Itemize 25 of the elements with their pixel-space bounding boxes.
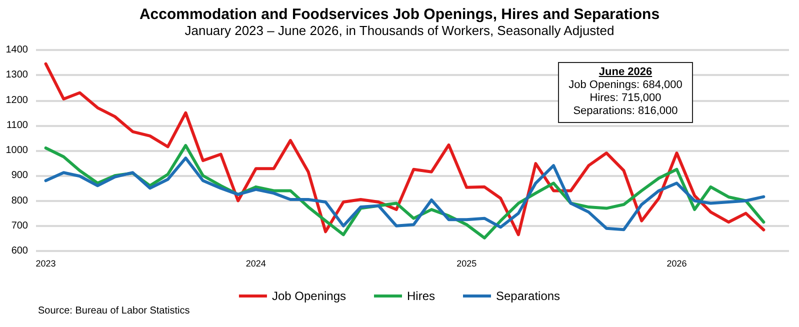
x-tick-label: 2025: [456, 258, 477, 268]
legend-label: Job Openings: [272, 289, 346, 303]
y-tick-label: 700: [11, 220, 28, 232]
x-tick-label: 2026: [666, 258, 687, 268]
y-tick-label: 900: [11, 170, 28, 182]
annotation: Separations: 816,000: [573, 105, 678, 117]
y-tick-label: 600: [11, 246, 28, 256]
annotation: Hires: 715,000: [590, 92, 662, 104]
y-tick-label: 1000: [6, 145, 28, 156]
y-tick-label: 1400: [6, 44, 28, 56]
chart-title: Accommodation and Foodservices Job Openings, Hires and Separations: [139, 6, 660, 23]
x-tick-label: 2024: [246, 258, 266, 268]
annotation: Job Openings: 684,000: [568, 79, 682, 91]
annotation: June 2026: [598, 66, 652, 78]
chart-subtitle: January 2023 – June 2026, in Thousands of Workers, Seasonally Adjusted: [184, 23, 614, 38]
legend-label: Separations: [496, 289, 560, 303]
line-series: [44, 62, 766, 236]
y-tick-label: 1200: [6, 94, 28, 106]
y-tick-label: 1100: [6, 120, 28, 131]
y-tick-label: 800: [11, 195, 28, 206]
source-note: Source: Bureau of Labor Statistics: [38, 306, 190, 316]
legend-label: Hires: [407, 289, 436, 303]
x-tick-label: 2023: [36, 258, 56, 268]
line-series: [44, 156, 766, 232]
y-tick-label: 1300: [6, 70, 28, 81]
